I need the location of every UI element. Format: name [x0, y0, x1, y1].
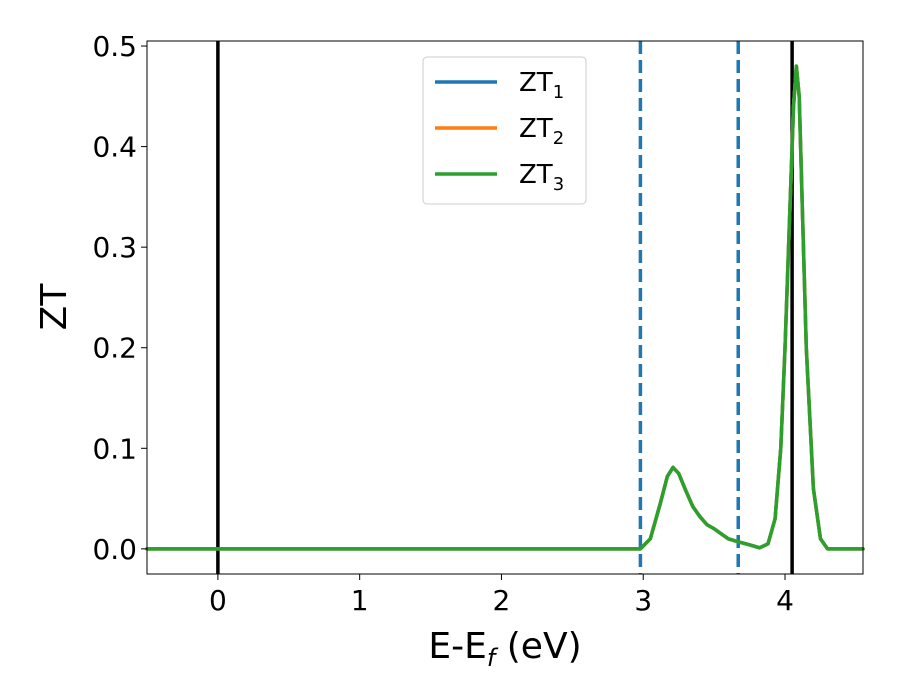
x-tick-label: 3 — [634, 584, 652, 617]
x-ticks: 0 1 2 3 4 — [209, 574, 794, 617]
y-axis-label: ZT — [34, 283, 75, 331]
y-tick-label: 0.4 — [92, 131, 137, 164]
x-axis-label: E-Ef (eV) — [428, 626, 581, 672]
x-tick-label: 4 — [776, 584, 794, 617]
y-tick-label: 0.3 — [92, 231, 137, 264]
legend-box — [422, 56, 587, 205]
x-axis-label-main: E-E — [428, 626, 486, 667]
y-tick-label: 0.2 — [92, 332, 137, 365]
x-tick-label: 0 — [209, 584, 227, 617]
legend-label-zt1: ZT1 — [519, 68, 564, 103]
y-tick-label: 0.5 — [92, 30, 137, 63]
series-lines — [145, 64, 865, 551]
y-ticks: 0.0 0.1 0.2 0.3 0.4 0.5 — [92, 30, 147, 566]
series-line-zt3 — [145, 64, 865, 551]
legend-label-zt3: ZT3 — [519, 160, 564, 195]
x-tick-label: 1 — [351, 584, 369, 617]
plot-frame — [146, 40, 864, 575]
y-tick-label: 0.0 — [92, 533, 137, 566]
legend: ZT1 ZT2 ZT3 — [422, 56, 587, 205]
y-tick-label: 0.1 — [92, 432, 137, 465]
x-axis-label-unit: (eV) — [495, 626, 581, 667]
x-tick-label: 2 — [493, 584, 511, 617]
legend-label-zt2: ZT2 — [519, 114, 564, 149]
